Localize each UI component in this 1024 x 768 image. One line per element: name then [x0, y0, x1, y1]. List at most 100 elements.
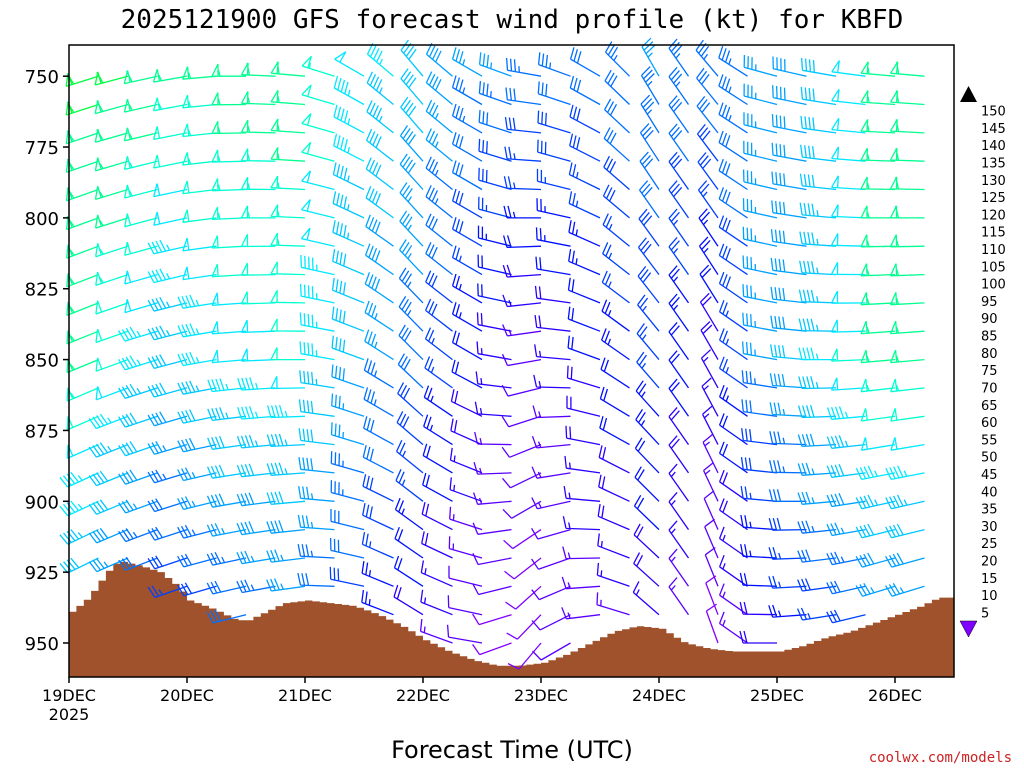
wind-barb	[266, 405, 306, 419]
barb-stroke	[603, 155, 630, 190]
barb-stroke	[889, 176, 925, 191]
wind-barb	[885, 552, 925, 568]
wind-barb	[639, 151, 660, 190]
wind-barb	[742, 284, 778, 304]
colorbar-label: 135	[981, 157, 1006, 172]
barb-stroke	[330, 422, 365, 446]
barb-stroke	[826, 435, 866, 449]
barb-stroke	[569, 133, 601, 162]
wind-barb	[425, 156, 453, 191]
wind-barb	[451, 160, 483, 191]
barb-stroke	[240, 234, 276, 248]
colorbar-label: 80	[981, 347, 998, 362]
wind-barb	[451, 245, 483, 276]
barb-stroke	[668, 265, 690, 304]
wind-barb	[826, 522, 866, 537]
barb-stroke	[301, 84, 335, 106]
barb-stroke	[890, 90, 925, 106]
wind-barb	[364, 243, 394, 276]
wind-barb	[668, 293, 690, 332]
wind-barb	[147, 440, 188, 455]
barb-stroke	[419, 619, 453, 644]
x-tick-label: 20DEC	[160, 686, 214, 705]
barb-stroke	[240, 119, 276, 134]
wind-barb	[365, 214, 394, 247]
barb-stroke	[798, 318, 837, 332]
wind-barb	[398, 324, 424, 361]
barb-stroke	[860, 292, 896, 306]
wind-barb	[668, 378, 690, 417]
barb-stroke	[211, 149, 247, 163]
wind-barb	[502, 264, 542, 278]
barb-stroke	[596, 592, 630, 616]
wind-barb	[740, 514, 778, 531]
wind-barb	[329, 537, 365, 559]
wind-barb	[420, 560, 453, 587]
barb-stroke	[332, 191, 365, 219]
wind-barb	[562, 516, 601, 531]
wind-barb	[449, 506, 483, 531]
barb-stroke	[889, 292, 925, 306]
barb-stroke	[118, 499, 158, 514]
wind-barb	[718, 74, 748, 106]
wind-barb	[472, 642, 512, 656]
barb-stroke	[889, 234, 925, 248]
wind-barb	[800, 57, 837, 77]
barb-stroke	[478, 81, 512, 106]
colorbar-label: 50	[981, 451, 998, 466]
wind-barb	[826, 492, 866, 508]
wind-barb	[537, 52, 571, 77]
barb-stroke	[123, 127, 158, 142]
wind-barb	[474, 431, 512, 446]
wind-barb	[181, 66, 217, 80]
barb-stroke	[637, 294, 660, 332]
wind-barb	[668, 321, 690, 360]
barb-stroke	[301, 113, 335, 134]
barb-stroke	[860, 119, 896, 134]
wind-barb	[177, 351, 217, 367]
wind-barb	[569, 47, 601, 77]
barb-stroke	[366, 100, 394, 134]
wind-barb	[799, 173, 837, 191]
wind-barb	[211, 264, 247, 278]
barb-stroke	[634, 437, 660, 474]
barb-stroke	[600, 357, 630, 389]
barb-stroke	[477, 225, 512, 247]
barb-stroke	[700, 321, 719, 360]
wind-barb	[797, 607, 837, 621]
wind-barb	[503, 176, 542, 191]
wind-barb	[270, 290, 306, 304]
barb-stroke	[182, 266, 217, 281]
barb-stroke	[742, 312, 778, 332]
wind-barb	[240, 148, 276, 162]
wind-barb	[393, 555, 424, 587]
colorbar-label: 70	[981, 381, 998, 396]
wind-barb	[535, 227, 571, 247]
wind-barb	[705, 575, 719, 615]
wind-barb	[420, 589, 453, 616]
barb-stroke	[830, 204, 866, 219]
barb-stroke	[718, 413, 748, 446]
barb-stroke	[425, 270, 453, 304]
wind-barb	[207, 435, 247, 450]
wind-barb	[65, 130, 99, 145]
barb-stroke	[366, 128, 394, 162]
wind-barb	[772, 56, 807, 77]
barb-stroke	[447, 595, 483, 616]
barb-stroke	[124, 241, 158, 256]
wind-barb	[300, 254, 335, 276]
wind-barb	[742, 312, 778, 332]
barb-stroke	[855, 552, 896, 568]
barb-stroke	[739, 630, 777, 644]
barb-stroke	[270, 376, 306, 390]
barb-stroke	[362, 474, 394, 502]
colorbar-top-arrow	[960, 86, 977, 102]
barb-stroke	[531, 614, 571, 631]
barb-stroke	[860, 408, 896, 422]
wind-barb	[797, 491, 837, 505]
wind-barb	[561, 607, 601, 620]
barb-stroke	[769, 373, 807, 389]
wind-barb	[797, 462, 837, 476]
barb-stroke	[718, 130, 748, 162]
wind-barb	[331, 306, 365, 332]
